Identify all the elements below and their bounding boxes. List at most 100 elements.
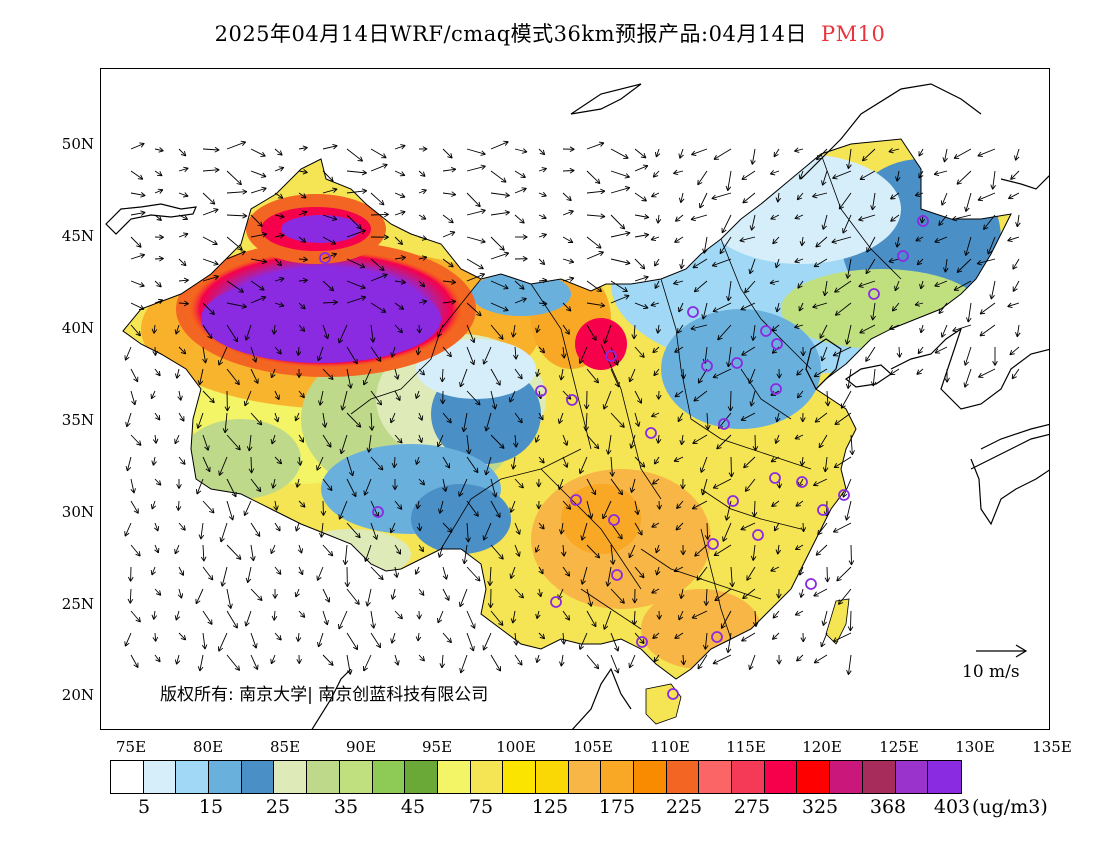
wind-arrow	[459, 654, 468, 674]
wind-arrow	[459, 368, 468, 388]
wind-arrow	[832, 170, 852, 180]
wind-arrow	[274, 346, 282, 355]
wind-arrow	[711, 258, 732, 267]
wind-arrow	[1014, 148, 1020, 161]
wind-arrow	[514, 522, 521, 535]
wind-arrow	[820, 632, 828, 648]
wind-arrow	[538, 456, 545, 464]
wind-arrow	[226, 324, 239, 343]
lon-label-115e: 115E	[726, 738, 766, 756]
wind-arrow	[226, 478, 237, 498]
wind-arrow	[514, 148, 528, 154]
wind-arrow	[130, 192, 146, 198]
wind-arrow	[222, 412, 229, 434]
wind-arrow	[1007, 302, 1020, 309]
colorbar-swatch	[764, 761, 798, 793]
wind-arrow	[832, 632, 852, 643]
wind-arrow	[537, 588, 543, 598]
wind-arrow	[466, 236, 486, 244]
wind-arrow	[250, 522, 261, 537]
wind-arrow	[1008, 192, 1020, 200]
station-marker	[711, 631, 723, 643]
wind-arrow	[130, 170, 144, 180]
wind-arrow	[442, 566, 449, 580]
wind-arrow	[580, 566, 588, 585]
station-marker	[771, 338, 783, 350]
wind-arrow	[538, 522, 545, 530]
wind-arrow	[202, 456, 211, 473]
colorbar-label-15: 15	[198, 796, 224, 818]
wind-arrow	[938, 302, 948, 315]
lon-label-125e: 125E	[879, 738, 919, 756]
wind-arrow	[365, 588, 372, 607]
wind-arrow	[338, 610, 348, 630]
wind-arrow	[130, 390, 137, 406]
wind-arrow	[197, 654, 204, 672]
wind-arrow	[271, 478, 277, 489]
wind-arrow	[538, 167, 547, 173]
wind-arrow	[742, 192, 756, 204]
wind-arrow	[772, 610, 780, 619]
wind-arrow	[1012, 280, 1020, 292]
wind-arrow	[562, 610, 571, 621]
wind-arrow	[951, 214, 972, 222]
wind-arrow	[844, 324, 852, 345]
wind-arrow	[178, 522, 186, 531]
wind-arrow	[794, 214, 804, 220]
wind-arrow	[679, 434, 685, 446]
wind-arrow	[484, 412, 492, 432]
wind-arrow	[274, 276, 285, 283]
wind-arrow	[562, 167, 575, 174]
wind-arrow	[346, 188, 367, 194]
wind-arrow	[816, 148, 828, 161]
wind-arrow	[226, 140, 247, 150]
wind-arrow	[894, 280, 900, 292]
wind-arrow	[679, 588, 685, 599]
wind-arrow	[246, 434, 253, 452]
wind-arrow	[890, 192, 900, 200]
wind-arrow	[655, 214, 662, 224]
wind-arrow	[918, 148, 924, 157]
wind-arrow	[796, 368, 804, 376]
station-marker	[731, 357, 743, 369]
wind-arrow	[250, 632, 258, 649]
wind-arrow	[895, 170, 901, 182]
wind-arrow	[815, 544, 828, 556]
wind-arrow	[953, 280, 972, 291]
wind-arrow	[1012, 258, 1020, 270]
wind-arrow	[389, 522, 396, 534]
wind-arrow	[1015, 324, 1021, 338]
wind-arrow	[273, 412, 280, 423]
wind-arrow	[466, 208, 486, 216]
wind-arrow	[442, 346, 452, 358]
wind-arrow	[366, 434, 372, 453]
wind-arrow	[711, 192, 732, 201]
wind-arrow	[298, 302, 306, 310]
wind-arrow	[437, 610, 444, 624]
wind-arrow	[130, 324, 141, 337]
wind-arrow	[749, 214, 756, 231]
wind-arrow	[891, 302, 900, 312]
wind-arrow	[535, 324, 541, 334]
wind-arrow	[977, 192, 996, 202]
wind-arrow	[154, 147, 164, 153]
wind-arrow	[130, 434, 142, 446]
wind-arrow	[490, 324, 504, 340]
wind-arrow	[728, 456, 735, 478]
wind-arrow	[1009, 346, 1020, 356]
colorbar-swatch	[797, 761, 831, 793]
colorbar-swatch	[111, 761, 144, 793]
wind-arrow	[125, 456, 132, 472]
wind-arrow	[217, 346, 228, 366]
wind-arrow	[198, 522, 205, 540]
wind-arrow	[956, 258, 972, 273]
wind-arrow	[634, 232, 650, 238]
wind-arrow	[690, 324, 708, 331]
wind-arrow	[799, 456, 806, 467]
wind-arrow	[178, 166, 189, 173]
wind-arrow	[174, 610, 181, 621]
wind-arrow	[651, 478, 660, 485]
wind-arrow	[605, 566, 612, 587]
wind-arrow	[219, 522, 228, 543]
wind-arrow	[813, 654, 828, 664]
